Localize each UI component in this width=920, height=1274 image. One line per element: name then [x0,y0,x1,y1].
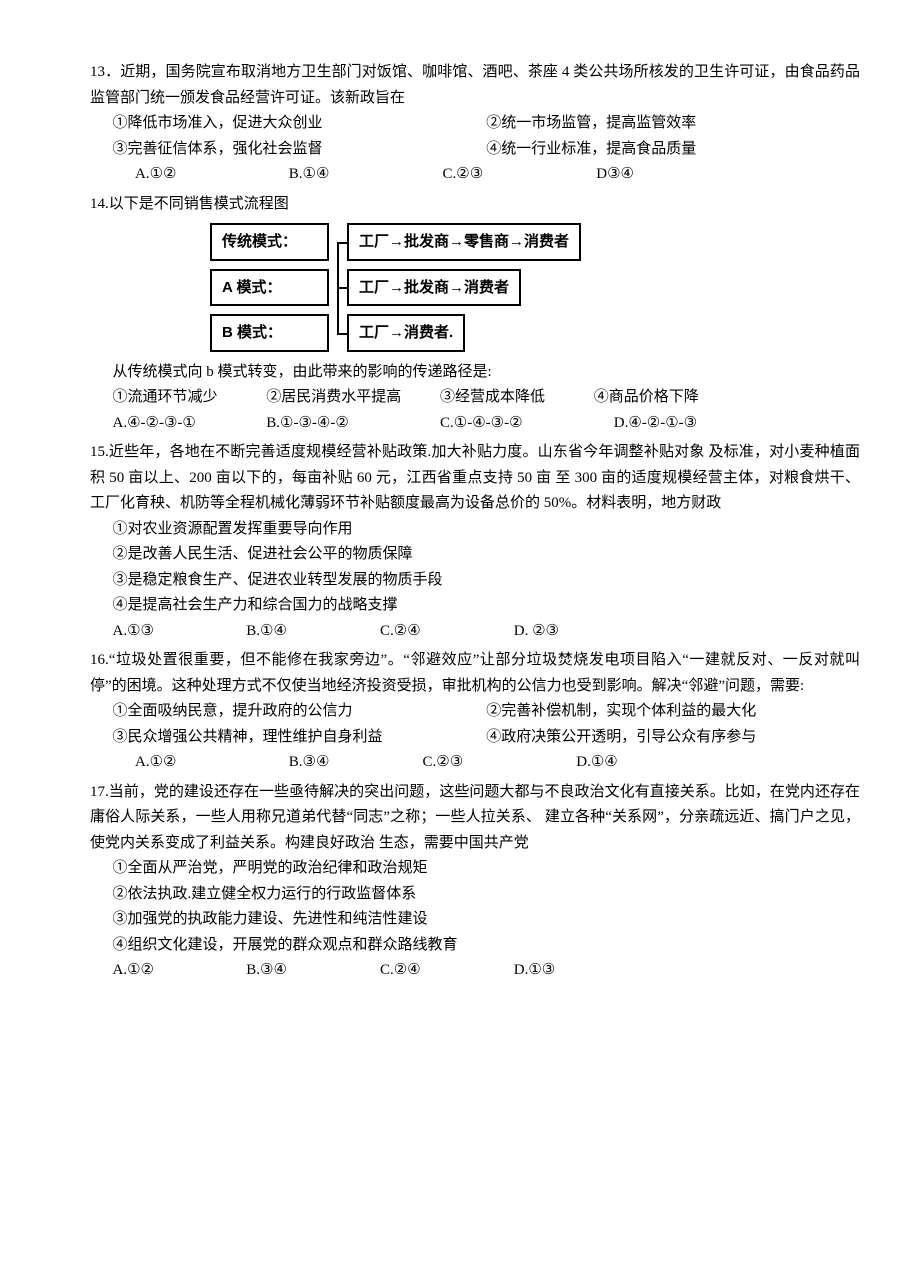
q17-stem: 17.当前，党的建设还存在一些亟待解决的突出问题，这些问题大都与不良政治文化有直… [90,780,860,857]
q14-statement-1: ①流通环节减少 [113,385,263,411]
q13-statement-4: ④统一行业标准，提高食品质量 [486,137,860,163]
q14-opt-b: B.①-③-④-② [266,411,436,437]
q14-stem: 14.以下是不同销售模式流程图 [90,192,860,218]
q16-opt-d: D.①④ [576,750,617,776]
q15-num: 15. [90,444,109,460]
q13-stem: 13．近期，国务院宣布取消地方卫生部门对饭馆、咖啡馆、酒吧、茶座 4 类公共场所… [90,60,860,111]
q15-statement-1: ①对农业资源配置发挥重要导向作用 [90,517,860,543]
q13-statement-2: ②统一市场监管，提高监管效率 [486,111,860,137]
q15-opt-c: C.②④ [380,619,510,645]
q16-stem: 16.“垃圾处置很重要，但不能修在我家旁边”。“邻避效应”让部分垃圾焚烧发电项目… [90,648,860,699]
q14-statements: ①流通环节减少 ②居民消费水平提高 ③经营成本降低 ④商品价格下降 [90,385,860,411]
q17-opt-c: C.②④ [380,958,510,984]
q15-stem-text: 近些年，各地在不断完善适度规模经营补贴政策.加大补贴力度。山东省今年调整补贴对象… [90,444,860,511]
q16-statement-1: ①全面吸纳民意，提升政府的公信力 [113,699,487,725]
q17-statement-1: ①全面从严治党，严明党的政治纪律和政治规矩 [90,856,860,882]
diagram-flow-traditional: 工厂→批发商→零售商→消费者 [347,223,581,261]
q13-opt-c: C.②③ [443,162,593,188]
q14-stem-text: 以下是不同销售模式流程图 [109,196,289,212]
q16-statement-4: ④政府决策公开透明，引导公众有序参与 [486,725,860,751]
diagram-label-traditional: 传统模式： [210,223,329,261]
q16-opt-c: C.②③ [423,750,573,776]
question-13: 13．近期，国务院宣布取消地方卫生部门对饭馆、咖啡馆、酒吧、茶座 4 类公共场所… [90,60,860,188]
q16-stem-text: “垃圾处置很重要，但不能修在我家旁边”。“邻避效应”让部分垃圾焚烧发电项目陷入“… [90,652,860,694]
diagram-label-a: A 模式： [210,269,329,307]
q14-opt-c: C.①-④-③-② [440,411,610,437]
q15-opt-b: B.①④ [246,619,376,645]
q14-statement-3: ③经营成本降低 [440,385,590,411]
q13-opt-b: B.①④ [289,162,439,188]
question-17: 17.当前，党的建设还存在一些亟待解决的突出问题，这些问题大都与不良政治文化有直… [90,780,860,984]
q13-stem-text: 近期，国务院宣布取消地方卫生部门对饭馆、咖啡馆、酒吧、茶座 4 类公共场所核发的… [90,64,860,106]
q13-opt-a: A.①② [135,162,285,188]
diagram-row-a: A 模式： 工厂→批发商→消费者 [210,269,860,307]
q16-opt-b: B.③④ [289,750,419,776]
q14-statement-2: ②居民消费水平提高 [266,385,436,411]
question-14: 14.以下是不同销售模式流程图 传统模式： 工厂→批发商→零售商→消费者 A 模… [90,192,860,437]
q14-opt-d: D.④-②-①-③ [614,411,697,437]
q17-statement-4: ④组织文化建设，开展党的群众观点和群众路线教育 [90,933,860,959]
q16-num: 16. [90,652,109,668]
q13-opt-d: D③④ [596,162,746,188]
sales-mode-diagram: 传统模式： 工厂→批发商→零售商→消费者 A 模式： 工厂→批发商→消费者 B … [210,223,860,352]
q13-options: A.①② B.①④ C.②③ D③④ [90,162,860,188]
q15-statement-3: ③是稳定粮食生产、促进农业转型发展的物质手段 [90,568,860,594]
diagram-label-b: B 模式： [210,314,329,352]
q15-opt-d: D. ②③ [514,619,559,645]
question-16: 16.“垃圾处置很重要，但不能修在我家旁边”。“邻避效应”让部分垃圾焚烧发电项目… [90,648,860,776]
q14-sub: 从传统模式向 b 模式转变，由此带来的影响的传递路径是: [90,360,860,386]
diagram-flow-a: 工厂→批发商→消费者 [347,269,521,307]
diagram-flow-b: 工厂→消费者. [347,314,465,352]
q13-statement-1: ①降低市场准入，促进大众创业 [113,111,487,137]
q15-options: A.①③ B.①④ C.②④ D. ②③ [90,619,860,645]
q16-statement-3: ③民众增强公共精神，理性维护自身利益 [113,725,487,751]
q16-options: A.①② B.③④ C.②③ D.①④ [90,750,860,776]
q17-num: 17. [90,784,109,800]
q15-stem: 15.近些年，各地在不断完善适度规模经营补贴政策.加大补贴力度。山东省今年调整补… [90,440,860,517]
q17-opt-a: A.①② [113,958,243,984]
q15-statement-2: ②是改善人民生活、促进社会公平的物质保障 [90,542,860,568]
q16-opt-a: A.①② [135,750,285,776]
q17-options: A.①② B.③④ C.②④ D.①③ [90,958,860,984]
q17-stem-text: 当前，党的建设还存在一些亟待解决的突出问题，这些问题大都与不良政治文化有直接关系… [90,784,860,851]
q17-opt-b: B.③④ [246,958,376,984]
q17-opt-d: D.①③ [514,958,555,984]
q16-statement-2: ②完善补偿机制，实现个体利益的最大化 [486,699,860,725]
question-15: 15.近些年，各地在不断完善适度规模经营补贴政策.加大补贴力度。山东省今年调整补… [90,440,860,644]
q14-opt-a: A.④-②-③-① [113,411,263,437]
q17-statement-2: ②依法执政.建立健全权力运行的行政监督体系 [90,882,860,908]
q13-num: 13． [90,64,120,80]
q14-options: A.④-②-③-① B.①-③-④-② C.①-④-③-② D.④-②-①-③ [90,411,860,437]
q13-statement-3: ③完善征信体系，强化社会监督 [113,137,487,163]
diagram-row-traditional: 传统模式： 工厂→批发商→零售商→消费者 [210,223,860,261]
q14-num: 14. [90,196,109,212]
q15-opt-a: A.①③ [113,619,243,645]
q17-statement-3: ③加强党的执政能力建设、先进性和纯洁性建设 [90,907,860,933]
q15-statement-4: ④是提高社会生产力和综合国力的战略支撑 [90,593,860,619]
q14-statement-4: ④商品价格下降 [594,385,699,411]
diagram-row-b: B 模式： 工厂→消费者. [210,314,860,352]
